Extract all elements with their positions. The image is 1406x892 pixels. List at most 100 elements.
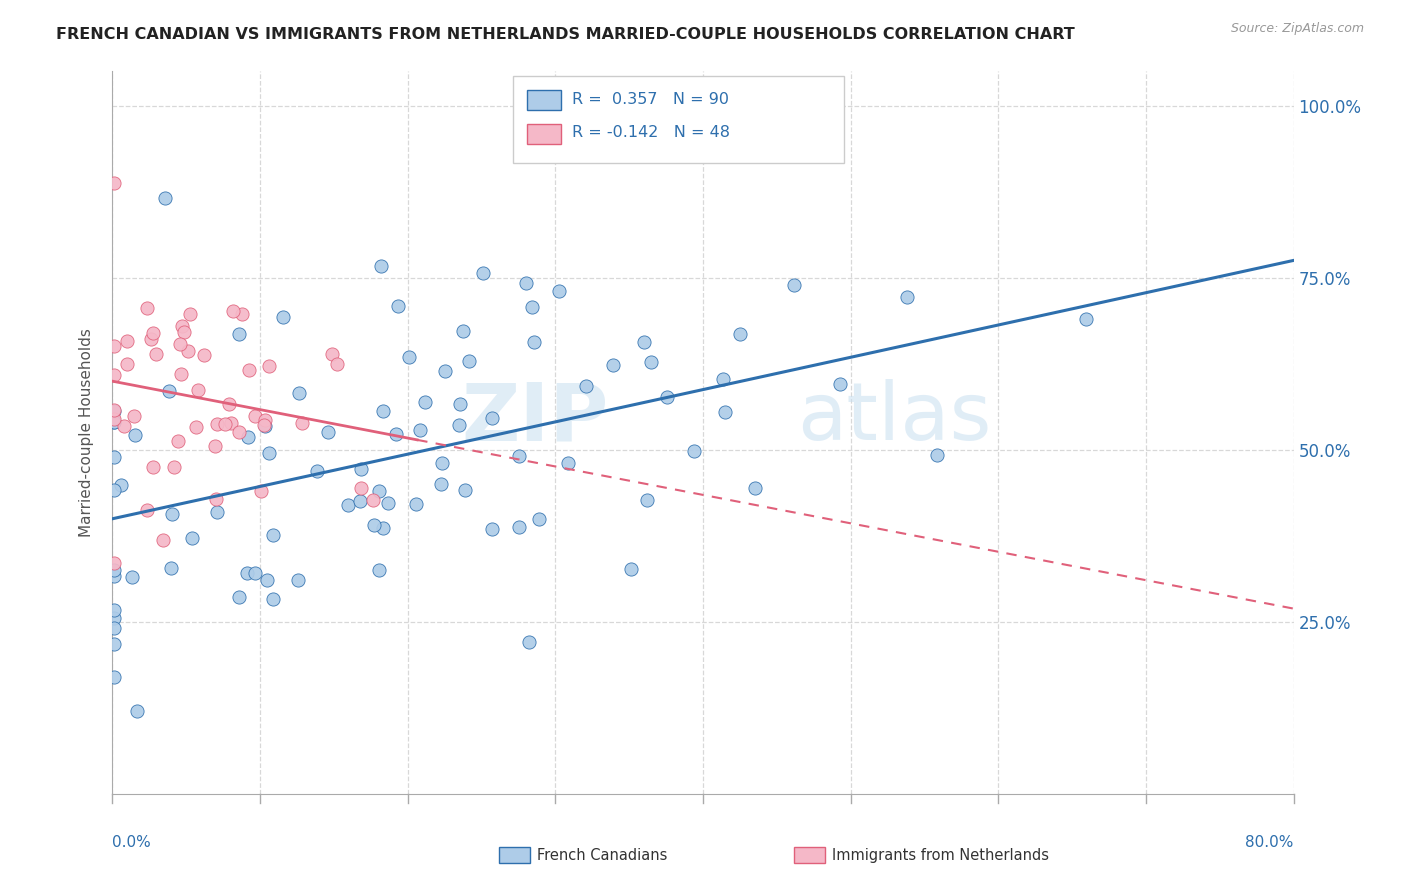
Text: French Canadians: French Canadians: [537, 848, 668, 863]
Point: [449, 397, 471, 411]
Text: FRENCH CANADIAN VS IMMIGRANTS FROM NETHERLANDS MARRIED-COUPLE HOUSEHOLDS CORRELA: FRENCH CANADIAN VS IMMIGRANTS FROM NETHE…: [56, 27, 1076, 42]
Point: [728, 326, 751, 341]
Point: [413, 395, 436, 409]
Point: [103, 338, 125, 352]
Point: [271, 310, 294, 325]
Point: [783, 277, 806, 292]
Point: [744, 481, 766, 495]
Point: [714, 405, 737, 419]
Point: [121, 570, 143, 584]
Point: [103, 412, 125, 426]
Point: [508, 449, 530, 463]
Point: [432, 455, 454, 469]
Point: [481, 411, 503, 425]
Point: [527, 512, 550, 526]
Point: [193, 348, 215, 362]
Point: [103, 569, 125, 583]
Point: [257, 359, 280, 373]
Point: [682, 443, 704, 458]
Point: [103, 611, 125, 625]
Text: 80.0%: 80.0%: [1246, 836, 1294, 850]
Point: [640, 354, 662, 368]
Point: [173, 325, 195, 339]
Point: [377, 496, 399, 510]
Point: [103, 556, 125, 570]
Point: [103, 450, 125, 465]
Point: [103, 176, 125, 190]
Point: [361, 493, 384, 508]
Point: [633, 334, 655, 349]
Point: [252, 418, 274, 433]
Point: [1074, 312, 1097, 326]
Point: [349, 494, 371, 508]
Point: [222, 304, 245, 318]
Point: [363, 518, 385, 533]
Point: [384, 426, 406, 441]
Point: [125, 704, 148, 718]
Point: [103, 603, 125, 617]
Point: [103, 415, 125, 429]
Point: [262, 591, 284, 606]
Point: [243, 409, 266, 423]
Point: [172, 319, 194, 334]
Point: [321, 347, 343, 361]
Point: [575, 378, 598, 392]
Point: [434, 364, 457, 378]
Point: [153, 191, 176, 205]
Point: [454, 483, 477, 497]
Point: [152, 533, 174, 548]
Point: [184, 420, 207, 434]
Point: [336, 498, 359, 512]
Point: [262, 528, 284, 542]
Point: [145, 346, 167, 360]
Point: [254, 418, 277, 433]
Point: [517, 635, 540, 649]
Point: [103, 483, 125, 497]
Point: [457, 354, 479, 368]
Point: [371, 404, 394, 418]
Point: [177, 344, 200, 359]
Point: [655, 390, 678, 404]
Point: [112, 419, 135, 434]
Point: [472, 266, 495, 280]
Point: [135, 301, 157, 316]
Point: [387, 299, 409, 313]
Point: [228, 425, 250, 439]
Point: [157, 384, 180, 398]
Point: [231, 308, 253, 322]
Point: [204, 439, 226, 453]
Y-axis label: Married-couple Households: Married-couple Households: [79, 328, 94, 537]
Point: [287, 573, 309, 587]
Point: [103, 670, 125, 684]
Point: [305, 465, 328, 479]
Point: [228, 326, 250, 341]
Text: ZIP: ZIP: [461, 379, 609, 458]
Point: [205, 417, 228, 431]
Point: [828, 377, 851, 392]
Point: [481, 522, 503, 536]
Text: Immigrants from Netherlands: Immigrants from Netherlands: [832, 848, 1049, 863]
Point: [142, 460, 165, 475]
Point: [326, 357, 349, 371]
Point: [711, 372, 734, 386]
Point: [508, 520, 530, 534]
Point: [110, 478, 132, 492]
Point: [405, 497, 427, 511]
Point: [170, 368, 193, 382]
Point: [103, 621, 125, 635]
Point: [548, 284, 571, 298]
Point: [371, 521, 394, 535]
Point: [219, 417, 242, 431]
Point: [117, 357, 139, 371]
Point: [523, 334, 546, 349]
Point: [287, 386, 309, 401]
Point: [236, 566, 259, 580]
Point: [451, 324, 474, 338]
Point: [218, 397, 240, 411]
Point: [124, 428, 146, 442]
Point: [367, 484, 389, 499]
Point: [103, 368, 125, 382]
Point: [896, 290, 918, 304]
Point: [398, 351, 420, 365]
Point: [515, 277, 537, 291]
